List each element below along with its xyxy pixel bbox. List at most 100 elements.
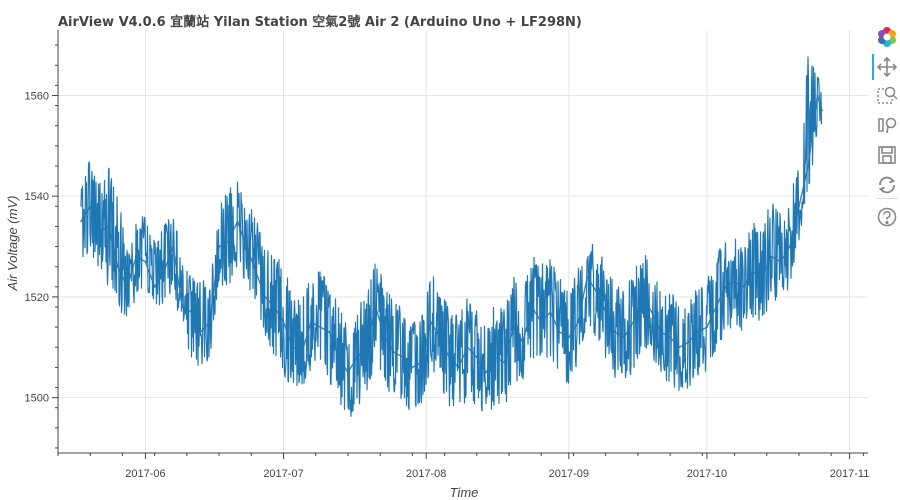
x-tick-label: 2017-09 bbox=[549, 468, 589, 480]
data-point bbox=[448, 356, 451, 359]
data-point bbox=[439, 336, 441, 339]
data-point bbox=[347, 371, 349, 374]
data-point bbox=[310, 321, 312, 323]
data-point bbox=[466, 346, 469, 349]
data-point bbox=[153, 286, 156, 288]
data-point bbox=[107, 225, 110, 228]
toolbar-separator bbox=[876, 198, 898, 199]
wheel-zoom-icon[interactable] bbox=[876, 114, 898, 136]
data-point bbox=[172, 245, 174, 248]
data-point bbox=[632, 321, 635, 323]
data-point bbox=[476, 356, 478, 359]
data-point bbox=[430, 321, 432, 323]
data-point bbox=[384, 336, 386, 339]
data-point bbox=[227, 240, 230, 243]
x-tick-label: 2017-11 bbox=[830, 468, 870, 480]
active-tool-indicator bbox=[872, 54, 874, 80]
data-point bbox=[724, 286, 727, 288]
data-point bbox=[752, 270, 754, 273]
data-point bbox=[411, 366, 414, 369]
data-point bbox=[614, 331, 616, 333]
data-point bbox=[218, 245, 220, 248]
data-point bbox=[457, 366, 460, 369]
y-tick-label: 1520 bbox=[25, 292, 49, 304]
data-point bbox=[301, 351, 303, 354]
data-point bbox=[558, 331, 561, 333]
data-point bbox=[117, 265, 119, 268]
data-point bbox=[163, 270, 165, 273]
series-noise-path bbox=[80, 56, 823, 417]
grid bbox=[58, 30, 868, 453]
data-point bbox=[604, 311, 607, 313]
data-point bbox=[282, 321, 285, 323]
data-point bbox=[770, 255, 773, 258]
data-point bbox=[291, 346, 294, 349]
x-tick-label: 2017-08 bbox=[406, 468, 446, 480]
data-point bbox=[650, 311, 653, 313]
box-zoom-icon[interactable] bbox=[876, 84, 898, 106]
data-point bbox=[669, 336, 671, 339]
x-tick-label: 2017-07 bbox=[263, 468, 303, 480]
data-point bbox=[181, 306, 184, 308]
reset-icon[interactable] bbox=[876, 174, 898, 196]
y-tick-label: 1540 bbox=[25, 191, 49, 203]
data-point bbox=[821, 109, 823, 112]
data-point bbox=[798, 205, 800, 207]
data-point bbox=[89, 205, 91, 207]
y-axis: 1500 1520 1540 1560 bbox=[25, 44, 58, 449]
y-axis-label: Air Voltage (mV) bbox=[5, 196, 20, 292]
data-point bbox=[531, 306, 533, 308]
data-point bbox=[199, 331, 202, 333]
data-point bbox=[374, 306, 377, 308]
data-point bbox=[264, 296, 266, 298]
save-icon[interactable] bbox=[876, 144, 898, 166]
axes bbox=[57, 30, 868, 454]
bokeh-logo-icon[interactable] bbox=[876, 26, 898, 48]
data-point bbox=[356, 356, 358, 359]
pan-icon[interactable] bbox=[876, 56, 898, 78]
data-point bbox=[273, 306, 276, 308]
data-point bbox=[255, 270, 257, 273]
data-point bbox=[549, 311, 552, 313]
data-point bbox=[687, 341, 690, 344]
data-point bbox=[540, 321, 542, 323]
data-point bbox=[623, 336, 625, 339]
plot-area bbox=[58, 30, 868, 453]
data-point bbox=[494, 356, 497, 359]
data-point bbox=[503, 361, 506, 364]
data-point bbox=[706, 326, 708, 328]
data-point bbox=[807, 165, 809, 167]
data-point bbox=[236, 220, 239, 223]
help-icon[interactable] bbox=[876, 206, 898, 228]
y-tick-label: 1560 bbox=[25, 90, 49, 102]
data-point bbox=[586, 276, 589, 278]
data-point bbox=[595, 291, 598, 293]
data-point bbox=[696, 331, 699, 333]
data-point bbox=[144, 260, 147, 263]
data-point bbox=[245, 245, 248, 248]
data-point bbox=[393, 351, 395, 354]
data-point bbox=[512, 326, 515, 328]
data-point bbox=[402, 356, 405, 359]
data-point bbox=[522, 341, 524, 344]
data-point bbox=[485, 371, 487, 374]
data-point bbox=[761, 276, 763, 278]
data-point bbox=[733, 281, 736, 283]
x-axis-label: Time bbox=[450, 485, 479, 500]
data-point bbox=[319, 326, 322, 328]
series-trend-path bbox=[80, 95, 823, 374]
chart-title: AirView V4.0.6 宜蘭站 Yilan Station 空氣2號 Ai… bbox=[58, 15, 582, 30]
data-point bbox=[568, 336, 570, 339]
data-point bbox=[789, 245, 791, 248]
series-line bbox=[80, 94, 823, 374]
data-point bbox=[337, 356, 340, 359]
data-point bbox=[641, 296, 644, 298]
data-point bbox=[365, 346, 368, 349]
data-point bbox=[80, 220, 82, 223]
x-axis: 2017-06 2017-07 2017-08 2017-09 2017-10 2017-… bbox=[57, 453, 870, 480]
data-point bbox=[135, 255, 137, 258]
data-point bbox=[126, 286, 128, 288]
data-point bbox=[98, 230, 101, 233]
data-point bbox=[742, 286, 745, 288]
